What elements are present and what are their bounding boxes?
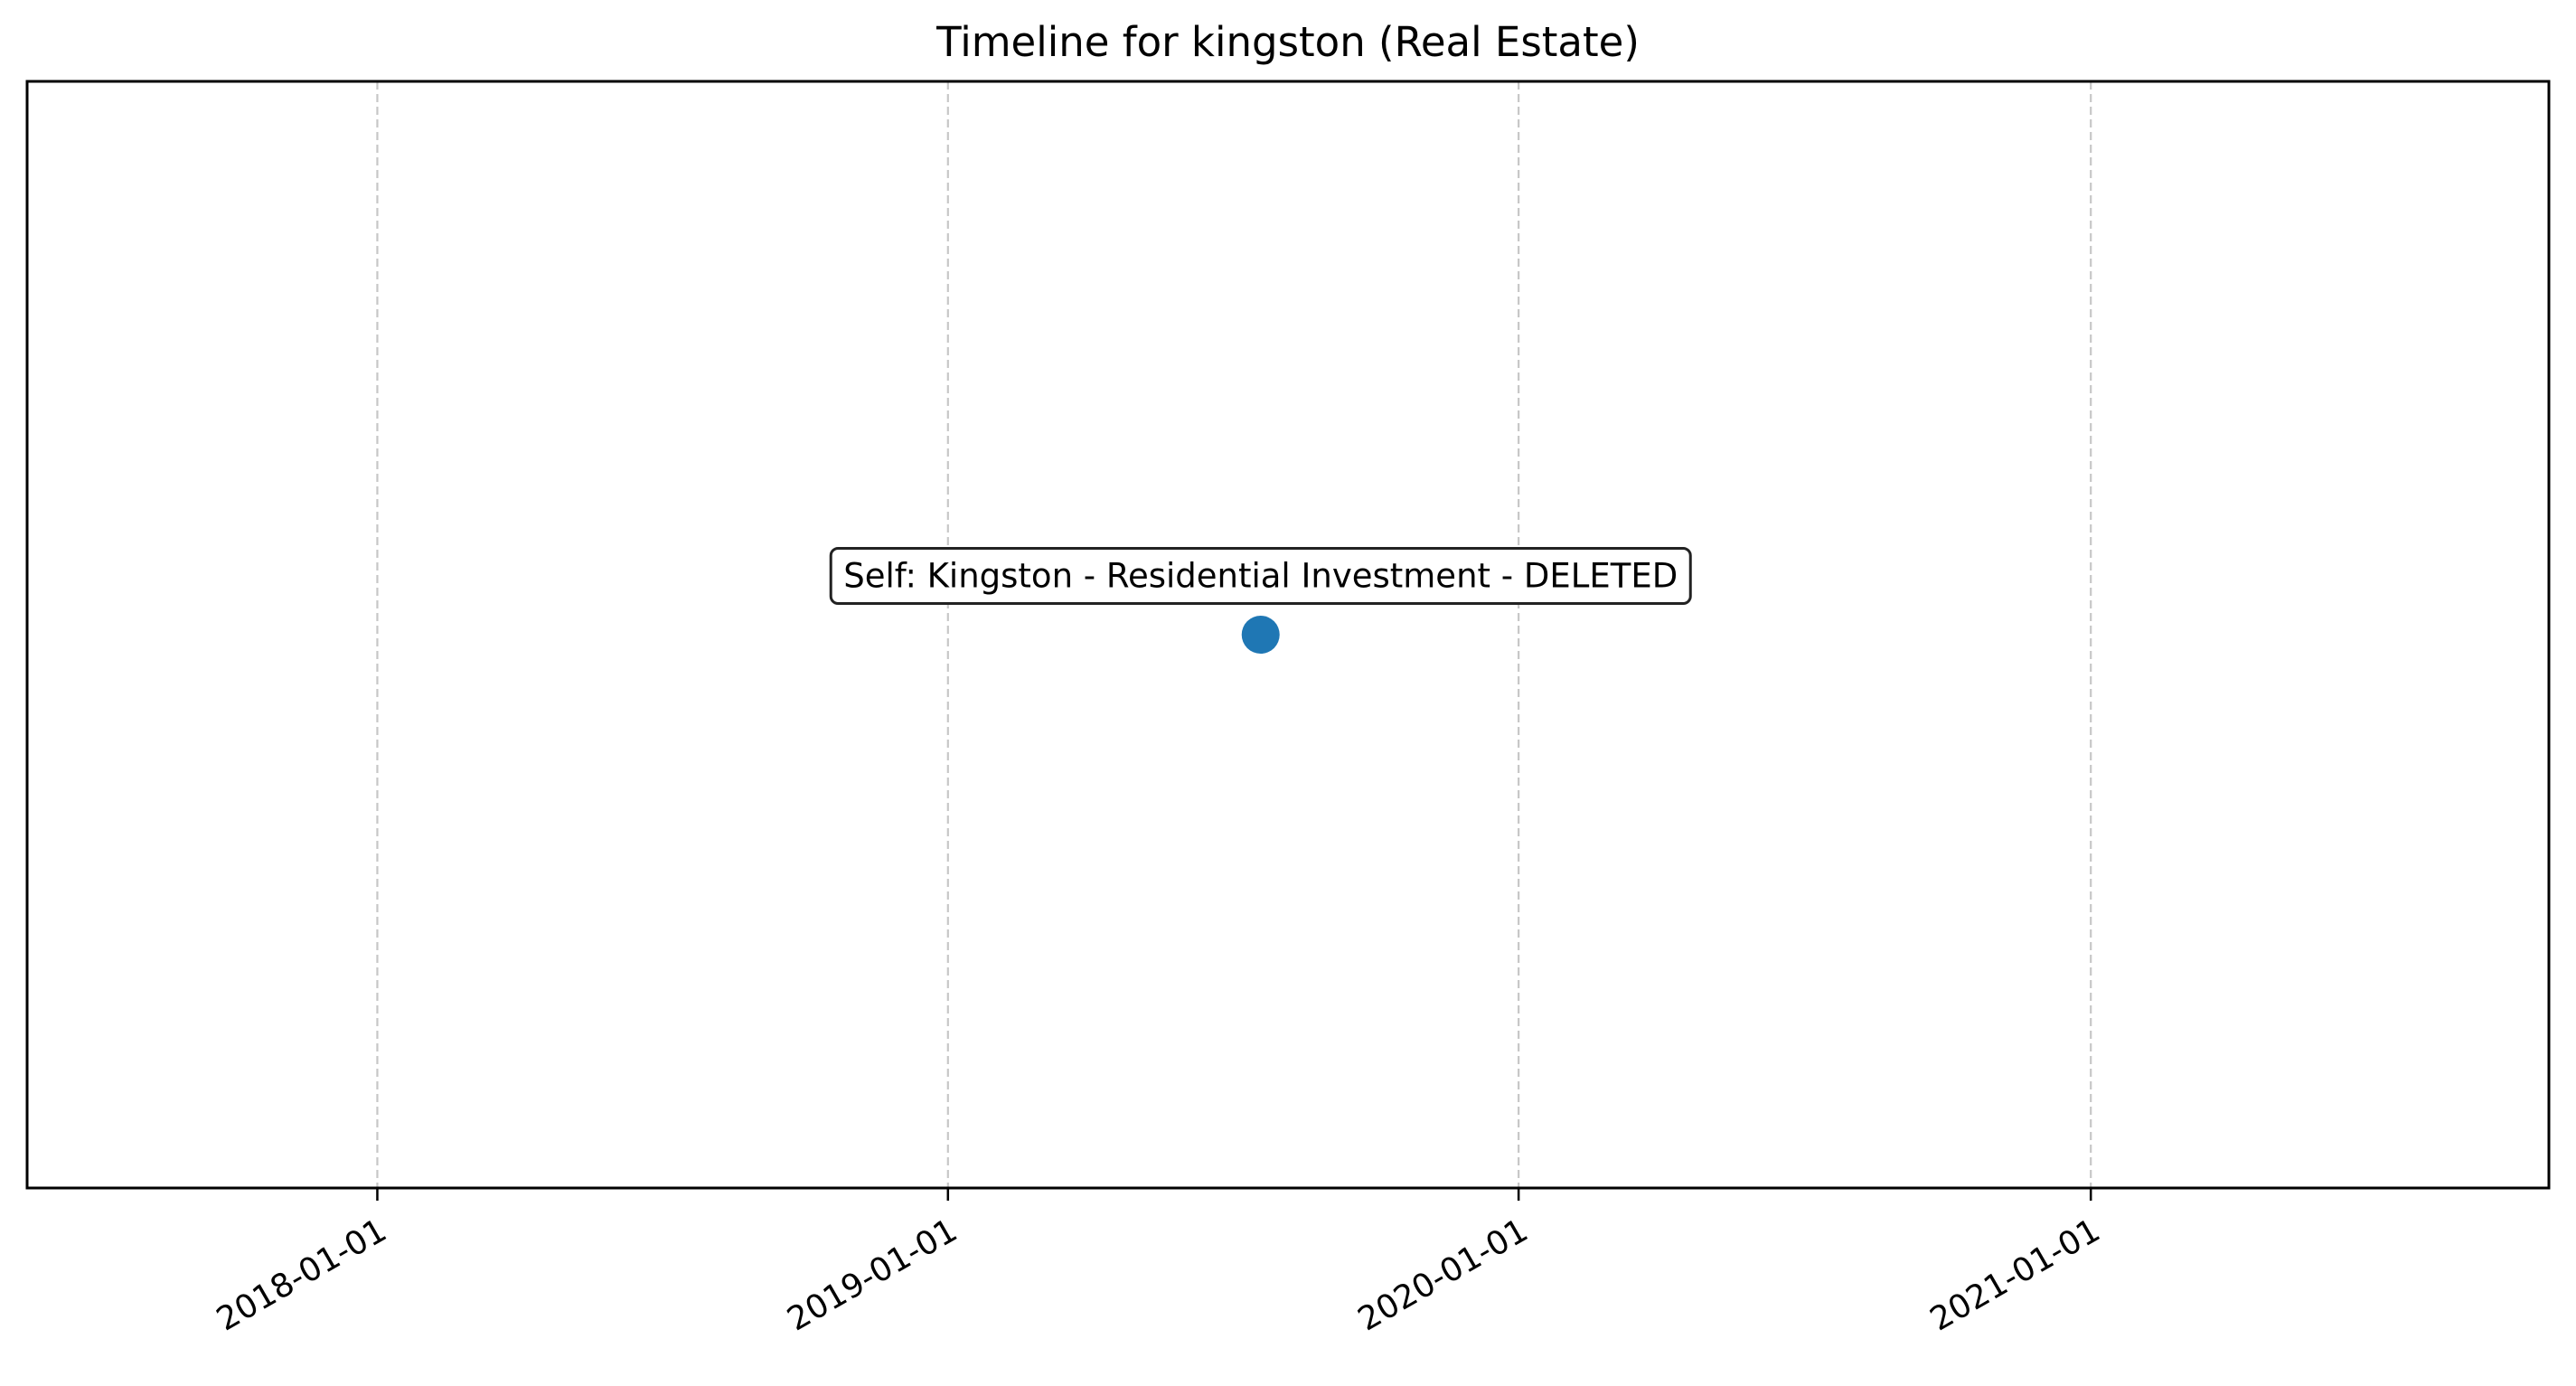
plot-frame [25,80,2551,1190]
x-gridlines [376,81,2092,1188]
data-points: Self: Kingston - Residential Investment … [829,547,1692,654]
data-point-annotation: Self: Kingston - Residential Investment … [829,547,1692,605]
data-point-marker [1241,616,1280,654]
annotation-text: Self: Kingston - Residential Investment … [843,557,1678,596]
chart-title: Timeline for kingston (Real Estate) [935,18,1640,66]
annotation-box [829,547,1692,605]
